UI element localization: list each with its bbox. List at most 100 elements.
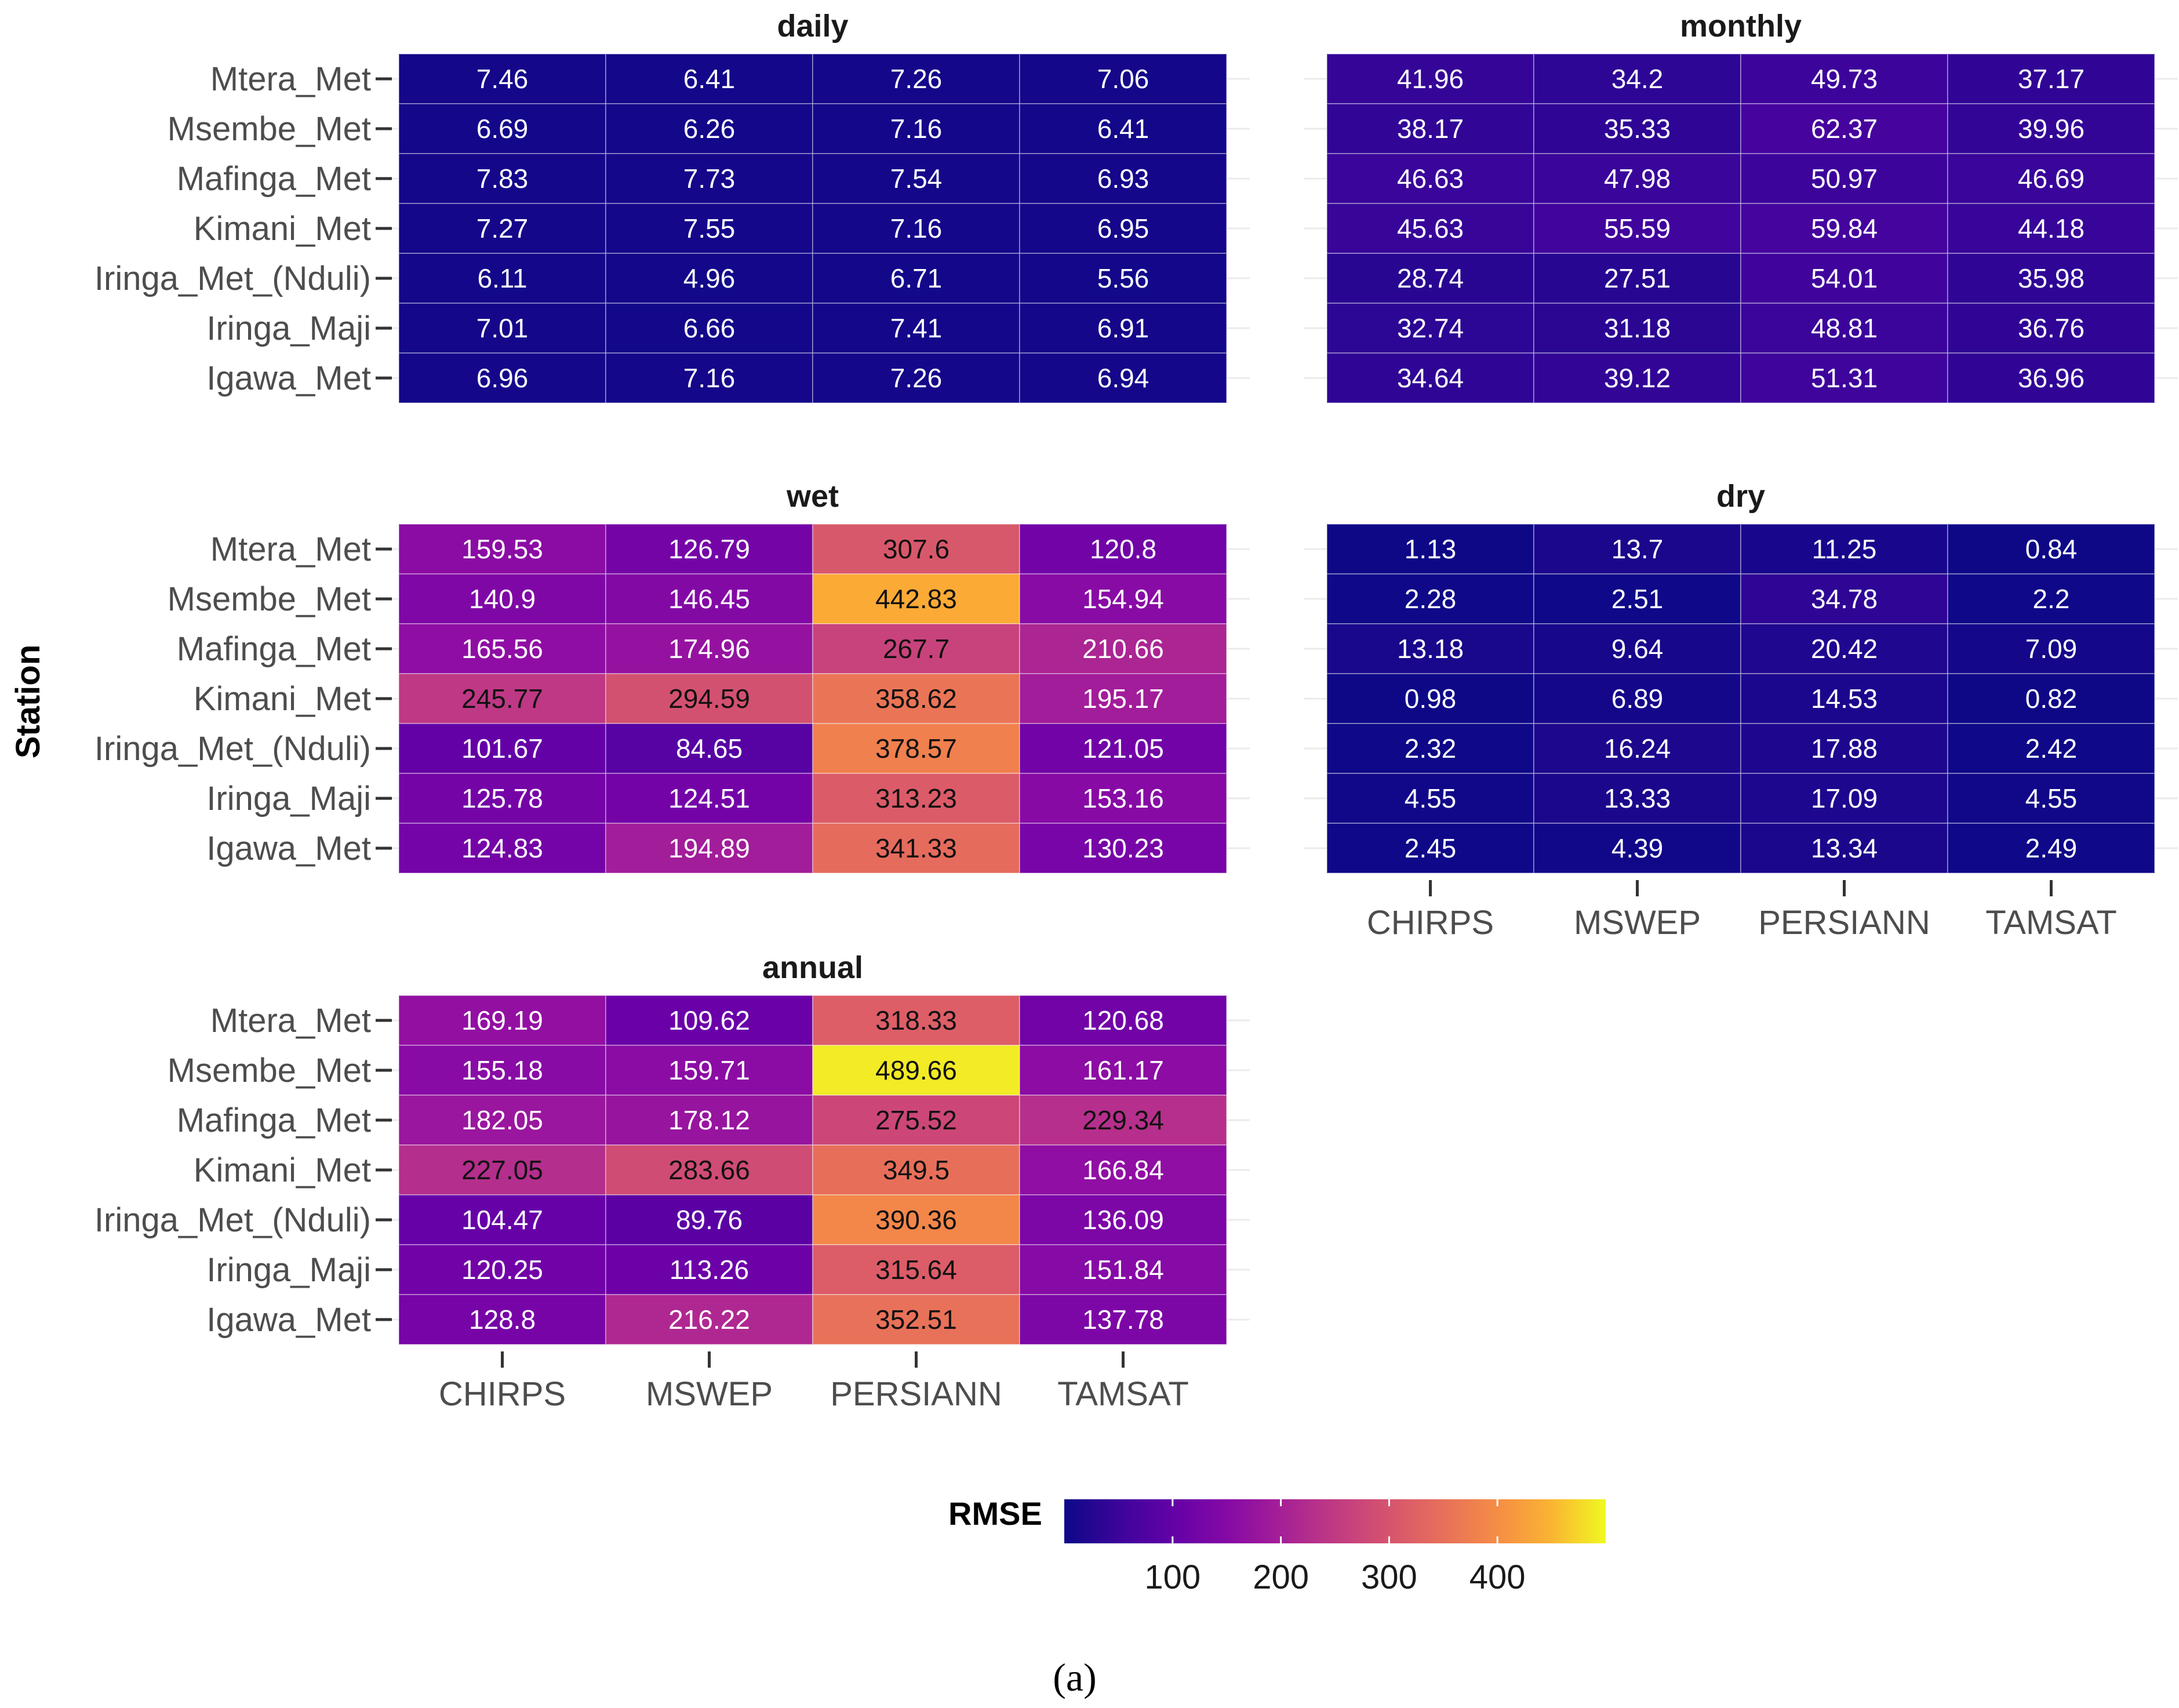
row-label: Msembe_Met xyxy=(168,580,371,618)
cell-value-label: 7.46 xyxy=(476,64,529,94)
panel-title: daily xyxy=(777,9,848,43)
cell-value-label: 59.84 xyxy=(1811,213,1878,244)
cell-value-label: 7.16 xyxy=(890,114,943,144)
heatmap-cell xyxy=(1326,253,1534,304)
cell-value-label: 7.06 xyxy=(1097,64,1149,94)
row-label: Msembe_Met xyxy=(168,110,371,148)
row-label: Kimani_Met xyxy=(194,210,371,248)
legend-ticks: 100 200 300 400 xyxy=(1144,1499,1526,1596)
cell-value-label: 7.01 xyxy=(476,313,529,343)
row-label: Msembe_Met xyxy=(168,1052,371,1089)
heatmap-cell xyxy=(1019,573,1227,624)
cell-value-label: 34.2 xyxy=(1611,64,1664,94)
cell-value-label: 136.09 xyxy=(1082,1205,1164,1235)
cell-value-label: 315.64 xyxy=(875,1255,957,1285)
heatmap-cell xyxy=(605,352,813,404)
heatmap-cell xyxy=(1533,673,1741,724)
cell-value-label: 44.18 xyxy=(2018,213,2085,244)
cell-value-label: 165.56 xyxy=(461,634,543,664)
cell-value-label: 169.19 xyxy=(461,1005,543,1035)
heatmap-cell xyxy=(605,573,813,624)
cell-value-label: 0.84 xyxy=(2025,534,2078,564)
column-label: MSWEP xyxy=(646,1375,773,1413)
row-label: Mtera_Met xyxy=(210,530,371,568)
heatmap-cell xyxy=(812,1294,1020,1345)
cell-value-label: 34.78 xyxy=(1811,584,1878,614)
heatmap-cell xyxy=(605,823,813,874)
heatmap-cell xyxy=(1533,303,1741,354)
heatmap-cell xyxy=(1533,253,1741,304)
cell-value-label: 50.97 xyxy=(1811,163,1878,194)
cell-value-label: 155.18 xyxy=(461,1055,543,1085)
heatmap-cell xyxy=(1019,352,1227,404)
heatmap-cell xyxy=(1019,1194,1227,1245)
heatmap-cell xyxy=(1947,352,2155,404)
heatmap-cell xyxy=(1947,524,2155,575)
cell-value-label: 7.55 xyxy=(683,213,736,244)
heatmap-cell xyxy=(398,1194,606,1245)
heatmap-cell xyxy=(812,1045,1020,1096)
cell-value-label: 174.96 xyxy=(668,634,750,664)
cell-value-label: 166.84 xyxy=(1082,1155,1164,1185)
heatmap-cell xyxy=(1326,153,1534,204)
heatmap-cell xyxy=(1533,723,1741,774)
cell-value-label: 7.09 xyxy=(2025,634,2078,664)
panel-monthly: monthly 41.96 34.2 49.73 37.17 38.17 35.33 62.3… xyxy=(1304,9,2178,404)
heatmap-cell xyxy=(1740,573,1948,624)
heatmap-cell xyxy=(1947,253,2155,304)
heatmap-cell xyxy=(1533,573,1741,624)
cell-value-label: 2.28 xyxy=(1405,584,1457,614)
heatmap-cell xyxy=(605,723,813,774)
heatmap-cell xyxy=(1326,53,1534,104)
cell-value-label: 11.25 xyxy=(1812,534,1877,564)
heatmap-cell xyxy=(1947,153,2155,204)
heatmap-cell xyxy=(398,573,606,624)
heatmap-cell xyxy=(1740,524,1948,575)
cell-value-label: 7.83 xyxy=(476,163,529,194)
heatmap-cell xyxy=(1947,53,2155,104)
heatmap-cell xyxy=(1740,53,1948,104)
cell-value-label: 120.8 xyxy=(1090,534,1156,564)
cell-value-label: 6.94 xyxy=(1097,363,1149,393)
cell-value-label: 0.98 xyxy=(1405,684,1457,714)
cell-value-label: 27.51 xyxy=(1604,263,1671,293)
cell-value-label: 20.42 xyxy=(1811,634,1878,664)
cell-value-label: 6.41 xyxy=(683,64,736,94)
heatmap-cell xyxy=(812,153,1020,204)
row-label: Iringa_Met_(Nduli) xyxy=(94,260,371,297)
heatmap-cell xyxy=(1019,1045,1227,1096)
heatmap-cell xyxy=(398,1045,606,1096)
heatmap-cell xyxy=(605,1244,813,1295)
cell-value-label: 48.81 xyxy=(1811,313,1878,343)
cell-value-label: 153.16 xyxy=(1082,783,1164,813)
heatmap-cell xyxy=(605,1045,813,1096)
heatmap-cell xyxy=(605,524,813,575)
heatmap-cell xyxy=(398,352,606,404)
heatmap-cell xyxy=(398,1244,606,1295)
heatmap-cell xyxy=(398,1095,606,1146)
cell-value-label: 41.96 xyxy=(1397,64,1464,94)
cell-value-label: 124.83 xyxy=(461,833,543,863)
cell-value-label: 195.17 xyxy=(1082,684,1164,714)
panel-wet: wet 159.53 126.79 307.6 120.8 140.9 146.45 442.… xyxy=(94,479,1250,874)
heatmap-cell xyxy=(1947,623,2155,674)
column-label: CHIRPS xyxy=(1367,904,1494,942)
heatmap-cell xyxy=(1019,1294,1227,1345)
heatmap-cell xyxy=(605,1095,813,1146)
cell-value-label: 84.65 xyxy=(676,733,743,764)
heatmap-cell xyxy=(1740,723,1948,774)
cell-value-label: 6.41 xyxy=(1097,114,1149,144)
cell-value-label: 210.66 xyxy=(1082,634,1164,664)
cell-value-label: 2.32 xyxy=(1405,733,1457,764)
panel-daily: daily 7.46 6.41 7.26 7.06 6.69 6.26 7.16 6.41 7.8… xyxy=(94,9,1250,404)
cell-value-label: 7.16 xyxy=(890,213,943,244)
heatmap-cell xyxy=(605,103,813,154)
cell-value-label: 35.33 xyxy=(1604,114,1671,144)
heatmap-cell xyxy=(398,723,606,774)
heatmap-cell xyxy=(398,623,606,674)
cell-value-label: 178.12 xyxy=(668,1105,750,1135)
heatmap-cell xyxy=(1019,203,1227,254)
cell-value-label: 352.51 xyxy=(875,1304,957,1335)
heatmap-cell xyxy=(1019,995,1227,1046)
